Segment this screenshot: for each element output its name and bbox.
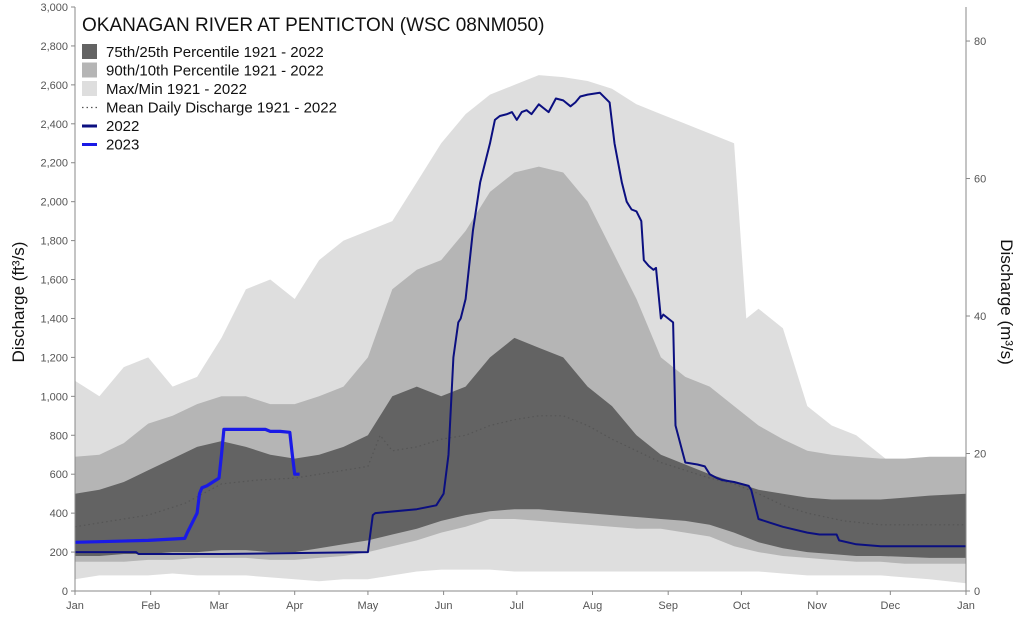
legend-label: 90th/10th Percentile 1921 - 2022 bbox=[106, 63, 324, 80]
series-2023-line bbox=[74, 427, 300, 544]
left-y-ticks: 0 200 400 600 800 1,000 1,200 1,400 1,600 1,800 2,… bbox=[40, 2, 75, 598]
right-y-axis-title: Discharge (m³/s) bbox=[997, 239, 1016, 365]
x-ticks: Jan Feb Mar Apr May Jun Jul Aug Sep Oct Nov Dec Jan bbox=[66, 591, 975, 612]
left-y-tick-label: 2,200 bbox=[40, 158, 68, 170]
x-tick-label: Oct bbox=[733, 600, 750, 612]
left-y-tick-label: 200 bbox=[50, 547, 68, 559]
left-y-tick-label: 3,000 bbox=[40, 2, 68, 14]
series-2022-line bbox=[75, 91, 966, 555]
x-tick-label: May bbox=[358, 600, 379, 612]
legend-item: 2023 bbox=[82, 137, 139, 154]
x-tick-label: Jul bbox=[510, 600, 524, 612]
left-y-tick-label: 400 bbox=[50, 508, 68, 520]
legend-item: 90th/10th Percentile 1921 - 2022 bbox=[82, 62, 324, 80]
right-y-tick-label: 40 bbox=[974, 311, 986, 323]
x-tick-label: Sep bbox=[658, 600, 678, 612]
left-y-tick-label: 600 bbox=[50, 469, 68, 481]
x-tick-label: Aug bbox=[583, 600, 603, 612]
band-p75-p25 bbox=[75, 337, 966, 558]
legend-item: Max/Min 1921 - 2022 bbox=[82, 81, 247, 98]
right-y-tick-label: 20 bbox=[974, 449, 986, 461]
legend-label: Max/Min 1921 - 2022 bbox=[106, 81, 247, 98]
legend: 75th/25th Percentile 1921 - 2022 90th/10t… bbox=[82, 44, 337, 154]
x-tick-label: Mar bbox=[210, 600, 229, 612]
legend-label: 2022 bbox=[106, 118, 139, 135]
left-y-tick-label: 2,800 bbox=[40, 41, 68, 53]
x-tick-label: Feb bbox=[141, 600, 160, 612]
left-y-tick-label: 2,400 bbox=[40, 119, 68, 131]
legend-label: 2023 bbox=[106, 137, 139, 154]
left-y-tick-label: 1,000 bbox=[40, 391, 68, 403]
legend-item: 2022 bbox=[82, 118, 139, 135]
left-y-tick-label: 2,000 bbox=[40, 197, 68, 209]
legend-item: Mean Daily Discharge 1921 - 2022 bbox=[82, 100, 337, 117]
x-tick-label: Dec bbox=[881, 600, 901, 612]
x-tick-label: Jun bbox=[435, 600, 453, 612]
left-y-tick-label: 1,800 bbox=[40, 236, 68, 248]
left-y-tick-label: 1,600 bbox=[40, 275, 68, 287]
left-y-tick-label: 2,600 bbox=[40, 80, 68, 92]
legend-swatch bbox=[82, 62, 97, 78]
left-y-axis-title: Discharge (ft³/s) bbox=[9, 242, 28, 363]
percentile-bands bbox=[75, 75, 966, 584]
x-tick-label: Jan bbox=[66, 600, 84, 612]
right-y-tick-label: 80 bbox=[974, 36, 986, 48]
left-y-tick-label: 800 bbox=[50, 430, 68, 442]
legend-swatch bbox=[82, 81, 97, 96]
x-tick-label: Nov bbox=[807, 600, 827, 612]
legend-label: 75th/25th Percentile 1921 - 2022 bbox=[106, 44, 324, 61]
x-tick-label: Jan bbox=[957, 600, 975, 612]
legend-label: Mean Daily Discharge 1921 - 2022 bbox=[106, 100, 337, 117]
left-y-tick-label: 1,200 bbox=[40, 352, 68, 364]
legend-item: 75th/25th Percentile 1921 - 2022 bbox=[82, 44, 324, 61]
left-y-tick-label: 0 bbox=[62, 586, 68, 598]
right-y-tick-label: 60 bbox=[974, 174, 986, 186]
right-y-tick-label: 0 bbox=[974, 586, 980, 598]
left-y-tick-label: 1,400 bbox=[40, 313, 68, 325]
series-lines bbox=[74, 91, 966, 555]
legend-swatch bbox=[82, 44, 97, 59]
right-y-ticks: 0 20 40 60 80 bbox=[966, 36, 986, 598]
chart-title: OKANAGAN RIVER AT PENTICTON (WSC 08NM050… bbox=[82, 15, 544, 36]
x-tick-label: Apr bbox=[286, 600, 303, 612]
